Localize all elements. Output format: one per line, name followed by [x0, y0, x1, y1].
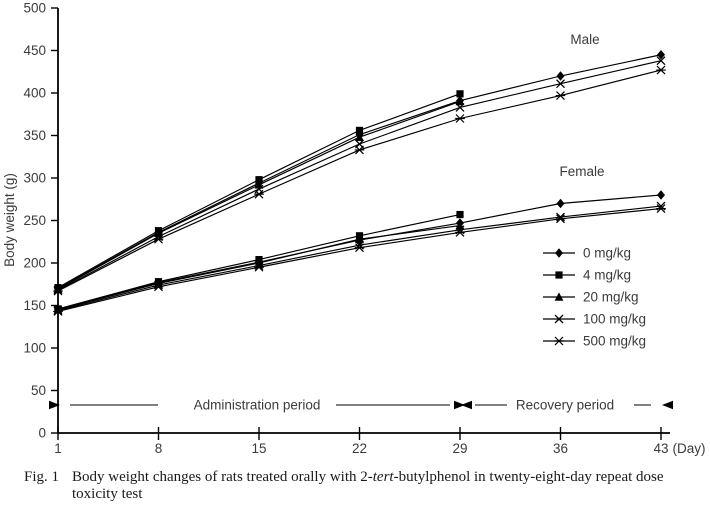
asterisk-marker	[354, 243, 365, 253]
caption-text-part2: -butylphenol in twenty-eight-day repeat …	[393, 469, 664, 485]
legend-label-4: 100 mg/kg	[583, 312, 646, 327]
triangle-marker	[355, 234, 364, 243]
administration-period-annotation: Administration period	[49, 398, 472, 413]
chart-svg: 0 50 100 150 200 250 300 350 400 450 500 1 8 15 22 29 36…	[2, 1, 706, 457]
caption-text-part1: Body weight changes of rats treated oral…	[72, 469, 373, 485]
square-marker	[456, 210, 464, 219]
legend: 0 mg/kg 4 mg/kg 20 mg/kg 100 mg/kg 500 mg/kg	[543, 246, 646, 349]
x-marker	[53, 306, 63, 316]
legend-item-500-mg-kg: 500 mg/kg	[543, 334, 646, 349]
caption-text: Body weight changes of rats treated oral…	[72, 469, 696, 502]
y-axis-ticks: 0 50 100 150 200 250 300 350 400 450 500	[23, 1, 58, 441]
y-tick-label-50: 50	[31, 383, 46, 398]
y-tick-label-100: 100	[23, 341, 46, 356]
legend-item-20-mg-kg: 20 mg/kg	[543, 290, 639, 305]
x-tick-label-43: 43	[653, 441, 668, 456]
square-marker	[355, 126, 364, 134]
legend-label-1: 0 mg/kg	[583, 246, 631, 261]
male-curves-label: Male	[570, 32, 599, 47]
x-tick-label-22: 22	[352, 441, 367, 456]
asterisk-marker	[555, 214, 566, 224]
diamond-marker	[657, 190, 665, 200]
legend-label-2: 4 mg/kg	[583, 268, 631, 283]
caption-label: Fig. 1	[24, 469, 60, 485]
x-tick-label-29: 29	[452, 441, 467, 456]
legend-label-5: 500 mg/kg	[583, 334, 646, 349]
y-tick-label-150: 150	[23, 298, 46, 313]
legend-item-100-mg-kg: 100 mg/kg	[543, 312, 646, 327]
asterisk-marker	[455, 114, 465, 123]
female-curves-label: Female	[559, 164, 604, 179]
series-male-500-mg-kg	[53, 65, 666, 296]
y-tick-label-250: 250	[23, 213, 46, 228]
x-tick-label-36: 36	[553, 441, 568, 456]
asterisk-marker	[554, 336, 564, 346]
series-female-0-mg-kg	[54, 190, 665, 315]
asterisk-marker	[153, 282, 164, 292]
diamond-marker	[555, 248, 563, 258]
y-tick-label-350: 350	[23, 128, 46, 143]
legend-item-4-mg-kg: 4 mg/kg	[543, 268, 631, 283]
caption-italic-word: tert	[372, 469, 394, 485]
asterisk-marker	[254, 189, 264, 199]
asterisk-marker	[53, 307, 63, 316]
diamond-marker	[657, 49, 665, 60]
asterisk-marker	[656, 204, 666, 214]
series-female-500-mg-kg	[53, 204, 666, 316]
asterisk-marker	[53, 286, 63, 296]
square-marker	[555, 271, 563, 279]
y-axis-title: Body weight (g)	[2, 173, 17, 267]
x-axis-ticks: 1 8 15 22 29 36 43 (Day)	[54, 427, 706, 456]
figure-caption: Fig. 1 Body weight changes of rats treat…	[24, 469, 696, 502]
x-marker	[656, 56, 666, 66]
legend-item-0-mg-kg: 0 mg/kg	[543, 246, 631, 261]
asterisk-marker	[354, 145, 365, 155]
triangle-marker	[554, 292, 564, 301]
diamond-marker	[556, 71, 565, 81]
triangle-marker	[355, 132, 364, 141]
square-marker	[255, 176, 263, 184]
y-tick-label-450: 450	[23, 43, 46, 58]
y-tick-label-500: 500	[23, 1, 46, 16]
x-tick-label-15: 15	[251, 441, 266, 456]
asterisk-marker	[455, 227, 465, 237]
caption-line2: toxicity test	[72, 485, 143, 502]
x-marker	[556, 212, 565, 222]
y-tick-label-200: 200	[23, 256, 46, 271]
x-tick-label-1: 1	[54, 441, 62, 456]
square-marker	[456, 90, 464, 98]
x-marker	[455, 102, 465, 112]
y-tick-label-0: 0	[38, 426, 46, 441]
diamond-marker	[556, 198, 565, 209]
y-tick-label-400: 400	[23, 86, 46, 101]
asterisk-marker	[555, 91, 566, 100]
x-tick-label-8: 8	[155, 441, 163, 456]
recovery-period-label: Recovery period	[516, 398, 614, 413]
y-tick-label-300: 300	[23, 171, 46, 186]
asterisk-marker	[254, 262, 264, 272]
legend-label-3: 20 mg/kg	[583, 290, 639, 305]
x-marker	[556, 79, 565, 89]
recovery-period-annotation: Recovery period	[454, 398, 673, 413]
x-axis-unit-label: (Day)	[673, 441, 706, 456]
x-marker	[554, 314, 564, 324]
series-female-100-mg-kg	[53, 201, 666, 316]
x-marker	[53, 285, 63, 295]
asterisk-marker	[153, 234, 164, 244]
administration-period-label: Administration period	[194, 398, 321, 413]
asterisk-marker	[656, 65, 666, 75]
triangle-marker	[455, 96, 465, 106]
